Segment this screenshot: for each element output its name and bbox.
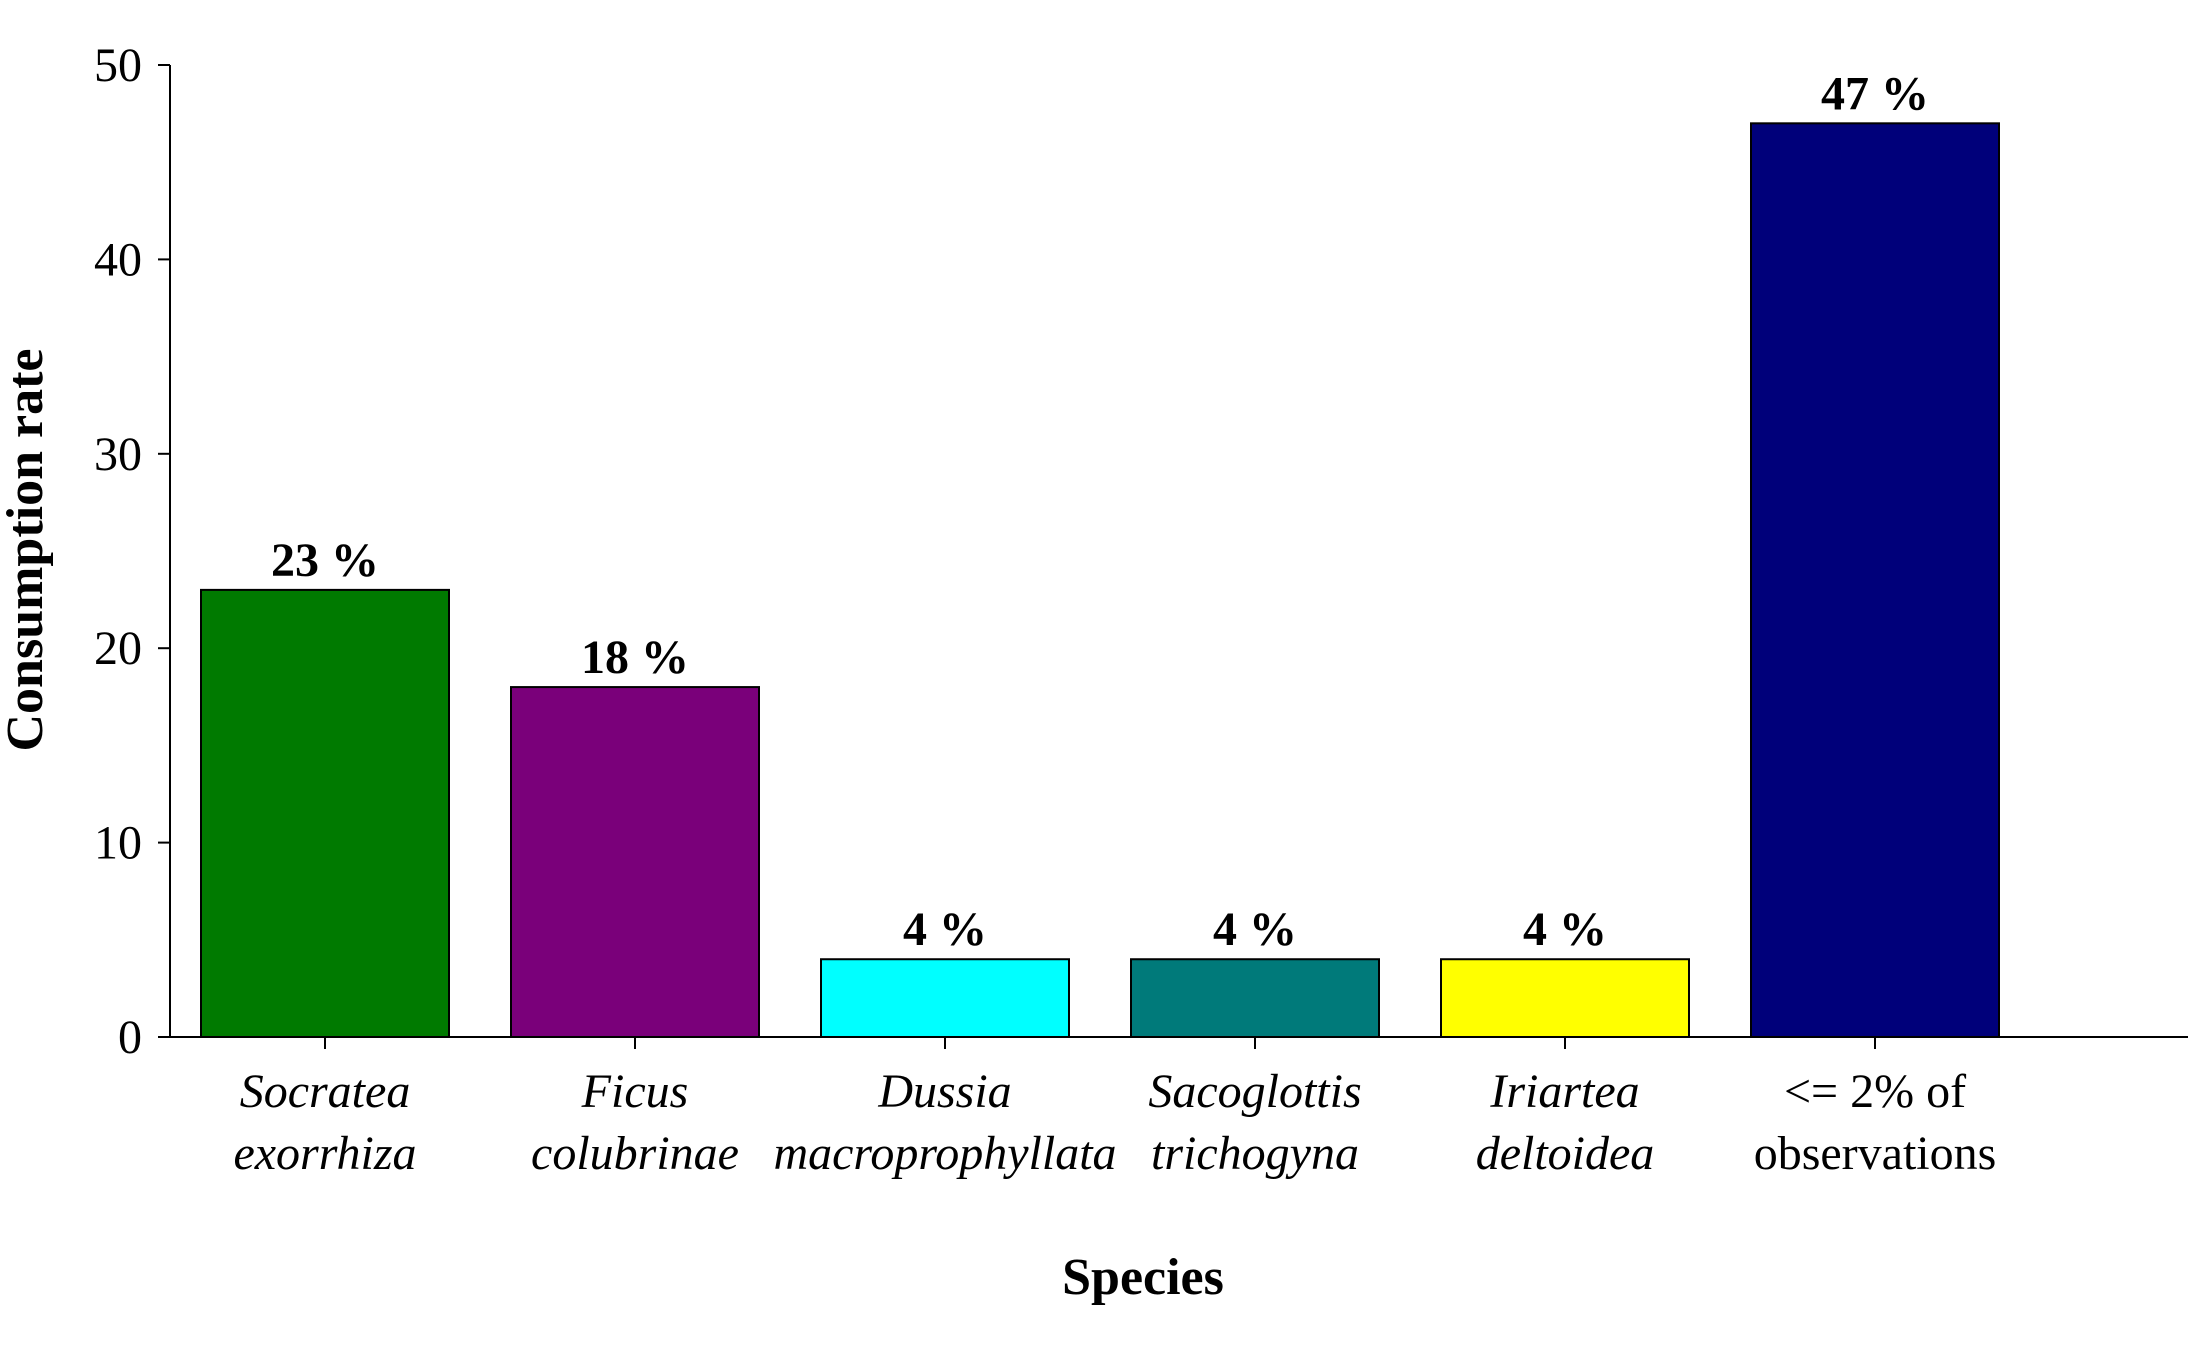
x-tick-label-line: Iriartea (1489, 1065, 1639, 1118)
x-tick-label: <= 2% of observations (1754, 1065, 1997, 1180)
axes: 0 10 20 30 40 50 Socratea exorrhiza Ficus colubri… (94, 39, 2188, 1180)
x-tick-label-line: Socratea (240, 1065, 411, 1118)
data-label: 4 % (903, 903, 987, 956)
x-tick-label: Iriartea deltoidea (1476, 1065, 1655, 1180)
x-tick-label-line: exorrhiza (233, 1127, 416, 1180)
bar (1440, 958, 1690, 1038)
x-tick-label-line: Dussia (877, 1065, 1011, 1118)
x-tick-label-line: <= 2% of (1784, 1065, 1966, 1118)
bar (200, 588, 450, 1038)
x-tick-label-line: Ficus (581, 1065, 689, 1118)
x-axis-title: Species (1062, 1249, 1224, 1306)
data-label: 4 % (1523, 903, 1607, 956)
y-tick-label: 40 (94, 233, 142, 286)
bar (820, 958, 1070, 1038)
x-tick-label-line: deltoidea (1476, 1127, 1655, 1180)
y-tick-label: 0 (118, 1011, 142, 1064)
data-label: 23 % (271, 534, 379, 587)
x-tick-label: Dussia macroprophyllata (773, 1065, 1116, 1180)
x-tick-label-line: Sacoglottis (1148, 1065, 1361, 1118)
x-tick-label-line: colubrinae (531, 1127, 739, 1180)
data-label: 47 % (1821, 67, 1929, 120)
data-labels: 23 % 18 % 4 % 4 % 4 % 47 % (271, 67, 1929, 956)
bar (1750, 122, 2000, 1038)
y-tick-label: 30 (94, 428, 142, 481)
x-tick-label-line: trichogyna (1151, 1127, 1359, 1180)
bar (510, 686, 760, 1039)
y-tick-label: 10 (94, 817, 142, 870)
y-tick-label: 50 (94, 39, 142, 92)
data-label: 4 % (1213, 903, 1297, 956)
x-tick-label-line: observations (1754, 1127, 1997, 1180)
x-tick-label: Ficus colubrinae (531, 1065, 739, 1180)
bar (1130, 958, 1380, 1038)
y-tick-label: 20 (94, 622, 142, 675)
y-axis-title: Consumption rate (0, 348, 54, 751)
x-tick-label-line: macroprophyllata (773, 1127, 1116, 1180)
data-label: 18 % (581, 631, 689, 684)
x-tick-label: Socratea exorrhiza (233, 1065, 416, 1180)
bars (200, 122, 2000, 1039)
x-tick-label: Sacoglottis trichogyna (1148, 1065, 1361, 1180)
